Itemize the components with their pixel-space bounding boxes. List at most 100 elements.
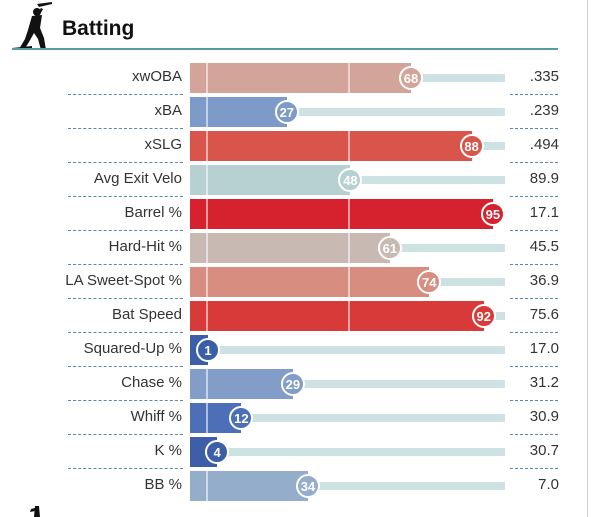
row-divider [68, 128, 183, 129]
header-rule [12, 48, 558, 50]
percentile-badge[interactable]: 12 [229, 406, 254, 430]
percentile-bar [190, 267, 430, 297]
percentile-badge[interactable]: 68 [399, 66, 424, 90]
percentile-bar [190, 301, 484, 331]
row-divider [510, 128, 558, 129]
percentile-badge[interactable]: 95 [480, 202, 505, 226]
percentile-track [190, 108, 505, 116]
bar-gridline [347, 301, 350, 331]
row-divider [68, 264, 183, 265]
row-divider [68, 298, 183, 299]
percentile-badge[interactable]: 88 [459, 134, 484, 158]
bar-gridline [347, 131, 350, 161]
stat-label: xwOBA [131, 68, 182, 85]
stat-row-xslg: xSLG 88 .494 [0, 129, 599, 163]
stat-row-bb: BB % 34 7.0 [0, 469, 599, 503]
row-divider [510, 264, 558, 265]
percentile-badge[interactable]: 4 [205, 440, 230, 464]
percentile-bar [190, 97, 287, 127]
row-divider [510, 366, 558, 367]
bar-gridline [205, 471, 208, 501]
row-divider [510, 298, 558, 299]
row-divider [510, 196, 558, 197]
stat-row-squared-up: Squared-Up % 1 17.0 [0, 333, 599, 367]
stat-value: 30.9 [529, 408, 559, 425]
panel-border [587, 0, 588, 517]
stat-label: K % [154, 442, 182, 459]
row-divider [510, 332, 558, 333]
percentile-badge[interactable]: 92 [471, 304, 496, 328]
percentile-bar [190, 165, 351, 195]
stat-label: Avg Exit Velo [93, 170, 182, 187]
row-divider [68, 332, 183, 333]
bar-gridline [205, 301, 208, 331]
stat-label: xSLG [144, 136, 182, 153]
bar-gridline [205, 97, 208, 127]
row-divider [68, 230, 183, 231]
row-divider [510, 468, 558, 469]
stat-value: 30.7 [529, 442, 559, 459]
stat-label: Squared-Up % [83, 340, 182, 357]
stat-row-xba: xBA 27 .239 [0, 95, 599, 129]
percentile-bar [190, 199, 493, 229]
row-divider [510, 162, 558, 163]
row-divider [68, 434, 183, 435]
row-divider [68, 162, 183, 163]
bar-gridline [205, 267, 208, 297]
percentile-badge[interactable]: 1 [196, 338, 221, 362]
stat-row-hard-hit: Hard-Hit % 61 45.5 [0, 231, 599, 265]
percentile-track [190, 448, 505, 456]
row-divider [68, 196, 183, 197]
stat-value: .494 [529, 136, 559, 153]
percentile-badge[interactable]: 74 [417, 270, 442, 294]
percentile-track [190, 482, 505, 490]
bar-gridline [205, 131, 208, 161]
stat-row-la-sweet-spot: LA Sweet-Spot % 74 36.9 [0, 265, 599, 299]
stat-value: 7.0 [538, 476, 559, 493]
bar-gridline [205, 199, 208, 229]
row-divider [68, 400, 183, 401]
bar-gridline [347, 199, 350, 229]
row-divider [68, 94, 183, 95]
bar-gridline [205, 369, 208, 399]
stat-label: Barrel % [124, 204, 182, 221]
percentile-bar [190, 233, 390, 263]
stat-row-whiff: Whiff % 12 30.9 [0, 401, 599, 435]
stat-value: 89.9 [529, 170, 559, 187]
percentile-badge[interactable]: 29 [280, 372, 305, 396]
percentile-badge[interactable]: 34 [296, 474, 321, 498]
percentile-bar [190, 471, 309, 501]
bar-gridline [205, 233, 208, 263]
stat-label: Chase % [121, 374, 182, 391]
stat-value: 17.0 [529, 340, 559, 357]
percentile-badge[interactable]: 48 [338, 168, 363, 192]
stat-value: .335 [529, 68, 559, 85]
stat-row-k: K % 4 30.7 [0, 435, 599, 469]
stat-label: Hard-Hit % [108, 238, 182, 255]
percentile-track [190, 414, 505, 422]
row-divider [68, 468, 183, 469]
stat-row-avg-exit-velo: Avg Exit Velo 48 89.9 [0, 163, 599, 197]
stat-label: BB % [144, 476, 182, 493]
stat-value: 31.2 [529, 374, 559, 391]
percentile-badge[interactable]: 27 [274, 100, 299, 124]
section-title: Batting [62, 17, 135, 40]
percentile-badge[interactable]: 61 [377, 236, 402, 260]
percentile-bar [190, 131, 472, 161]
stat-row-chase: Chase % 29 31.2 [0, 367, 599, 401]
stat-value: 17.1 [529, 204, 559, 221]
percentile-track [190, 346, 505, 354]
stat-value: 45.5 [529, 238, 559, 255]
row-divider [510, 434, 558, 435]
row-divider [510, 400, 558, 401]
bar-gridline [347, 267, 350, 297]
stat-value: 75.6 [529, 306, 559, 323]
stat-value: 36.9 [529, 272, 559, 289]
section-header: Batting [0, 0, 599, 52]
percentile-bar [190, 63, 412, 93]
stat-row-xwoba: xwOBA 68 .335 [0, 61, 599, 95]
percentile-track [190, 380, 505, 388]
bar-gridline [347, 63, 350, 93]
row-divider [510, 94, 558, 95]
bar-gridline [347, 233, 350, 263]
